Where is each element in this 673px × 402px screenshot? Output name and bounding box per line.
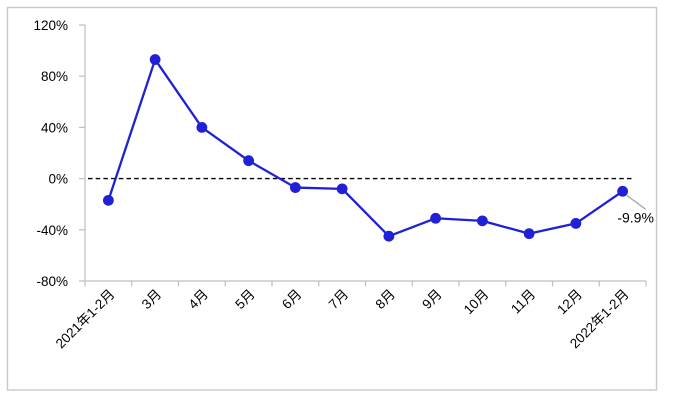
series-line — [107, 58, 624, 238]
data-point — [430, 212, 442, 224]
data-label-leader — [626, 194, 647, 210]
y-tick-label: -40% — [36, 223, 68, 238]
y-tick-label: 80% — [41, 69, 68, 84]
data-point — [617, 185, 629, 197]
data-point — [336, 183, 348, 195]
data-point — [196, 122, 208, 133]
y-tick-label: 40% — [41, 120, 68, 135]
data-point — [243, 155, 255, 167]
data-point — [149, 54, 161, 65]
y-tick-label: -80% — [36, 274, 68, 289]
y-tick-label: 0% — [48, 172, 68, 187]
data-point — [289, 182, 301, 193]
data-label: -9.9% — [617, 209, 654, 225]
figure-border — [6, 6, 658, 391]
y-tick-label: 120% — [33, 18, 68, 33]
data-point — [476, 215, 488, 227]
data-point — [570, 218, 582, 229]
data-point — [102, 194, 114, 206]
data-point — [523, 228, 535, 240]
data-point — [383, 230, 395, 242]
